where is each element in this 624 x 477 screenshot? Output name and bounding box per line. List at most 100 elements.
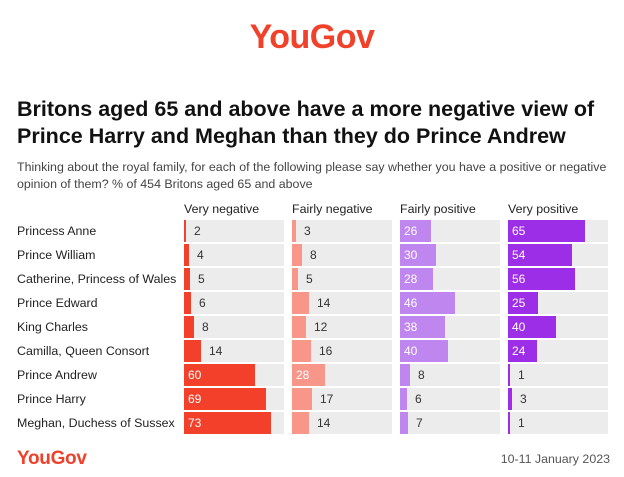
bar-fairly-negative xyxy=(292,268,298,290)
data-label: 69 xyxy=(188,392,202,406)
data-label: 7 xyxy=(416,416,423,430)
bar-track: 6 xyxy=(184,292,284,314)
bar-very-positive xyxy=(508,340,537,362)
bar-track: 56 xyxy=(508,268,608,290)
bar-track: 40 xyxy=(400,340,500,362)
row-label: Camilla, Queen Consort xyxy=(17,344,150,358)
bar-very-negative xyxy=(184,244,189,266)
bar-very-negative xyxy=(184,388,266,410)
bar-track: 14 xyxy=(292,292,392,314)
data-label: 40 xyxy=(404,344,418,358)
bar-track: 5 xyxy=(292,268,392,290)
bar-fairly-negative xyxy=(292,412,309,434)
bar-fairly-positive xyxy=(400,388,407,410)
data-label: 30 xyxy=(404,248,418,262)
bar-track: 60 xyxy=(184,364,284,386)
data-label: 40 xyxy=(512,320,526,334)
bar-fairly-negative xyxy=(292,244,302,266)
bar-track: 3 xyxy=(292,220,392,242)
chart-title: Britons aged 65 and above have a more ne… xyxy=(17,97,595,148)
bar-very-negative xyxy=(184,412,271,434)
data-label: 60 xyxy=(188,368,202,382)
bar-track: 5 xyxy=(184,268,284,290)
bar-very-positive xyxy=(508,268,575,290)
data-label: 24 xyxy=(512,344,526,358)
brand-logo-bottom: YouGov xyxy=(17,448,87,469)
data-label: 16 xyxy=(319,344,333,358)
bar-fairly-negative xyxy=(292,340,311,362)
bar-very-negative xyxy=(184,340,201,362)
bar-very-positive xyxy=(508,292,538,314)
bar-very-positive xyxy=(508,244,572,266)
data-label: 17 xyxy=(320,392,334,406)
data-label: 14 xyxy=(317,416,331,430)
data-label: 28 xyxy=(404,272,418,286)
data-label: 3 xyxy=(304,224,311,238)
bar-fairly-negative xyxy=(292,364,325,386)
bar-track: 73 xyxy=(184,412,284,434)
data-label: 26 xyxy=(404,224,418,238)
bar-very-negative xyxy=(184,316,194,338)
bar-fairly-positive xyxy=(400,364,410,386)
bar-fairly-negative xyxy=(292,316,306,338)
bar-track: 26 xyxy=(400,220,500,242)
bar-track: 8 xyxy=(292,244,392,266)
data-label: 6 xyxy=(415,392,422,406)
bar-track: 30 xyxy=(400,244,500,266)
data-label: 38 xyxy=(404,320,418,334)
data-label: 5 xyxy=(198,272,205,286)
data-label: 1 xyxy=(518,416,525,430)
bar-fairly-positive xyxy=(400,340,448,362)
bar-very-positive xyxy=(508,388,512,410)
data-label: 2 xyxy=(194,224,201,238)
bar-track: 6 xyxy=(400,388,500,410)
data-label: 14 xyxy=(317,296,331,310)
data-label: 28 xyxy=(296,368,310,382)
bar-fairly-positive xyxy=(400,268,433,290)
bar-very-negative xyxy=(184,364,255,386)
data-label: 1 xyxy=(518,368,525,382)
bar-track: 4 xyxy=(184,244,284,266)
data-label: 8 xyxy=(202,320,209,334)
column-header-very-negative: Very negative xyxy=(184,202,260,216)
bar-track: 1 xyxy=(508,412,608,434)
bar-very-positive xyxy=(508,316,556,338)
row-label: King Charles xyxy=(17,320,88,334)
bar-track: 38 xyxy=(400,316,500,338)
bar-track: 46 xyxy=(400,292,500,314)
bar-track: 8 xyxy=(184,316,284,338)
bar-fairly-positive xyxy=(400,412,408,434)
row-label: Prince Andrew xyxy=(17,368,97,382)
bar-track: 8 xyxy=(400,364,500,386)
data-label: 3 xyxy=(520,392,527,406)
bar-track: 1 xyxy=(508,364,608,386)
row-label: Meghan, Duchess of Sussex xyxy=(17,416,175,430)
bar-track: 40 xyxy=(508,316,608,338)
bar-very-negative xyxy=(184,268,190,290)
bar-very-positive xyxy=(508,220,585,242)
bar-track: 3 xyxy=(508,388,608,410)
bar-track: 16 xyxy=(292,340,392,362)
bar-track: 12 xyxy=(292,316,392,338)
bar-fairly-negative xyxy=(292,388,312,410)
bar-track: 54 xyxy=(508,244,608,266)
bar-fairly-positive xyxy=(400,316,445,338)
bar-track: 17 xyxy=(292,388,392,410)
bar-track: 7 xyxy=(400,412,500,434)
data-label: 4 xyxy=(197,248,204,262)
data-label: 8 xyxy=(310,248,317,262)
bar-track: 24 xyxy=(508,340,608,362)
bar-fairly-negative xyxy=(292,220,296,242)
bar-track: 14 xyxy=(292,412,392,434)
row-label: Princess Anne xyxy=(17,224,97,238)
bar-very-positive xyxy=(508,412,510,434)
data-label: 14 xyxy=(209,344,223,358)
brand-logo-top: YouGov xyxy=(249,18,375,56)
bar-very-positive xyxy=(508,364,510,386)
data-label: 54 xyxy=(512,248,526,262)
column-header-fairly-negative: Fairly negative xyxy=(292,202,373,216)
bar-track: 28 xyxy=(400,268,500,290)
bar-track: 28 xyxy=(292,364,392,386)
bar-track: 2 xyxy=(184,220,284,242)
data-label: 12 xyxy=(314,320,328,334)
